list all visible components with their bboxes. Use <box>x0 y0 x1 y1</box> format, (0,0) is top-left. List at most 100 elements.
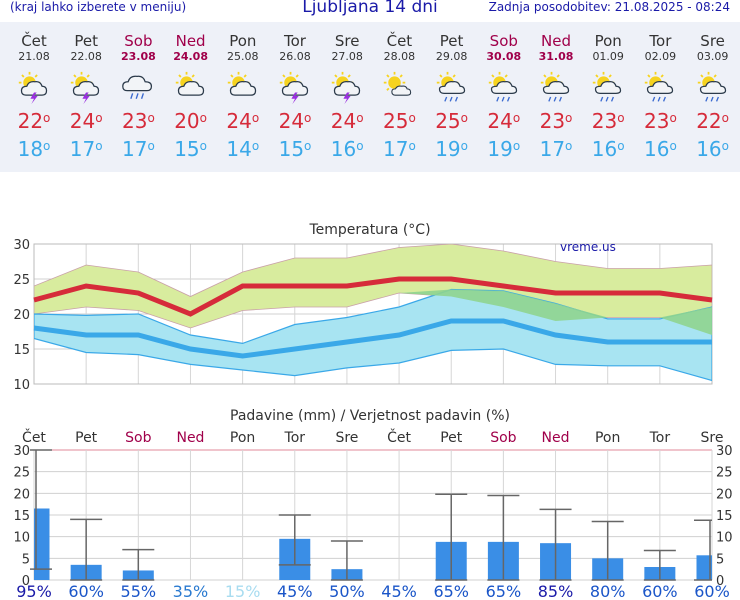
precip-probability: 80% <box>590 582 626 600</box>
sun-cloud-lightning-icon <box>18 71 48 105</box>
precip-probability: 45% <box>277 582 313 600</box>
precip-day-label: Pon <box>230 430 255 446</box>
day-name: Pet <box>439 32 464 50</box>
max-temperature: 23o <box>121 109 155 133</box>
precip-probability: 15% <box>225 582 261 600</box>
min-temperature: 16o <box>330 137 364 161</box>
precip-probability: 60% <box>642 582 678 600</box>
day-name: Tor <box>649 32 672 50</box>
sun-cloud-lightning-icon <box>279 71 309 105</box>
sun-cloud-rain-icon <box>488 71 517 102</box>
day-date: 26.08 <box>279 50 311 63</box>
sun-cloud-lightning-icon <box>331 71 361 105</box>
precip-probability: 85% <box>538 582 574 600</box>
forecast-day: Čet 28.08 25o 17o <box>373 22 425 161</box>
precip-y-tick-right: 5 <box>716 552 724 567</box>
precip-y-tick-right: 10 <box>716 531 733 546</box>
precip-day-label: Pet <box>440 430 463 446</box>
precip-probability: 50% <box>329 582 365 600</box>
precip-day-label: Čet <box>22 428 46 446</box>
day-date: 02.09 <box>644 50 677 63</box>
location-hint: (kraj lahko izberete v meniju) <box>10 0 187 14</box>
sun-cloud-rain-icon <box>540 71 570 102</box>
forecast-day: Sre 27.08 24o 16o <box>321 22 373 161</box>
day-date: 03.09 <box>696 50 729 63</box>
precip-day-label: Sre <box>701 430 724 446</box>
day-name: Sob <box>489 32 518 50</box>
min-temperature: 19o <box>487 137 521 161</box>
max-temperature: 24o <box>278 109 312 133</box>
precip-y-tick-right: 20 <box>716 487 733 502</box>
min-temperature: 16o <box>591 137 625 161</box>
page-title: Ljubljana 14 dni <box>302 0 438 17</box>
day-date: 30.08 <box>486 50 522 63</box>
max-temperature: 23o <box>591 109 625 133</box>
day-name: Čet <box>21 32 47 50</box>
precip-y-tick-left: 15 <box>13 509 30 524</box>
precipitation-bars <box>30 449 712 581</box>
precip-probability: 65% <box>433 582 469 600</box>
forecast-day: Ned 24.08 20o 15o <box>165 22 217 161</box>
min-temperature: 15o <box>278 137 312 161</box>
day-name: Pet <box>74 32 98 50</box>
temp-y-tick: 30 <box>13 238 30 253</box>
precipitation-probabilities: 95% 60% 55% 35% 15% 45% 50% 45% 65% 65% 85% 80% 60% 6… <box>16 582 730 600</box>
temp-y-tick: 10 <box>13 378 30 393</box>
max-temperature: 24o <box>69 109 103 133</box>
min-temperature: 17o <box>539 137 573 161</box>
min-temperature: 17o <box>69 137 103 161</box>
precip-y-tick-right: 15 <box>716 509 733 524</box>
precip-day-label: Ned <box>542 430 570 446</box>
range-overlap-band <box>34 289 712 335</box>
precip-y-tick-left: 0 <box>22 574 30 589</box>
precipitation-chart-title: Padavine (mm) / Verjetnost padavin (%) <box>230 408 510 424</box>
forecast-day: Čet 21.08 22o 18o <box>8 22 60 161</box>
precip-day-label: Sob <box>125 430 151 446</box>
precip-day-label: Tor <box>284 430 306 446</box>
precip-day-label: Ned <box>176 430 204 446</box>
day-name: Ned <box>541 32 571 50</box>
forecast-day: Pon 01.09 23o 16o <box>582 22 634 161</box>
watermark: vreme.us <box>560 240 616 254</box>
precip-y-tick-left: 5 <box>22 552 30 567</box>
min-temperature: 16o <box>643 137 677 161</box>
sun-cloud-icon <box>227 71 256 96</box>
temperature-bands <box>34 244 712 382</box>
temp-y-tick: 15 <box>13 343 30 358</box>
day-date: 23.08 <box>120 50 156 63</box>
precip-day-label: Pet <box>75 430 98 446</box>
precip-probability: 45% <box>381 582 417 600</box>
day-date: 01.09 <box>592 50 624 63</box>
day-date: 28.08 <box>383 50 416 63</box>
day-name: Sre <box>334 32 360 50</box>
max-temperature: 20o <box>174 109 207 133</box>
temperature-lines <box>33 276 713 359</box>
forecast-day: Pet 22.08 24o 17o <box>60 22 112 161</box>
max-temperature: 25o <box>435 109 468 133</box>
day-date: 29.08 <box>435 50 468 63</box>
day-name: Sre <box>700 32 725 50</box>
precip-day-label: Sre <box>335 430 358 446</box>
precip-probability: 65% <box>486 582 522 600</box>
min-temperature: 16o <box>696 137 729 161</box>
max-temperature: 23o <box>643 109 677 133</box>
forecast-day: Sre 03.09 22o 16o <box>687 22 739 161</box>
day-name: Sob <box>124 32 153 50</box>
min-temperature: 19o <box>435 137 468 161</box>
sun-cloud-rain-icon <box>592 71 622 102</box>
max-temperature: 25o <box>382 109 416 133</box>
temp-y-tick: 25 <box>13 273 30 288</box>
precipitation-bar <box>696 555 712 580</box>
cloud-rain-icon <box>122 75 153 99</box>
day-name: Pon <box>594 32 622 50</box>
forecast-day: Pet 29.08 25o 19o <box>426 22 478 161</box>
min-temperature-line <box>33 318 712 359</box>
sun-cloud-lightning-icon <box>70 71 100 105</box>
precip-probability: 55% <box>121 582 157 600</box>
precip-probability: 60% <box>68 582 104 600</box>
precip-y-tick-left: 30 <box>13 444 30 459</box>
precip-day-label: Čet <box>387 428 411 446</box>
forecast-day: Tor 26.08 24o 15o <box>269 22 321 161</box>
last-update: Zadnja posodobitev: 21.08.2025 - 08:24 <box>488 0 730 14</box>
day-name: Čet <box>386 32 413 50</box>
